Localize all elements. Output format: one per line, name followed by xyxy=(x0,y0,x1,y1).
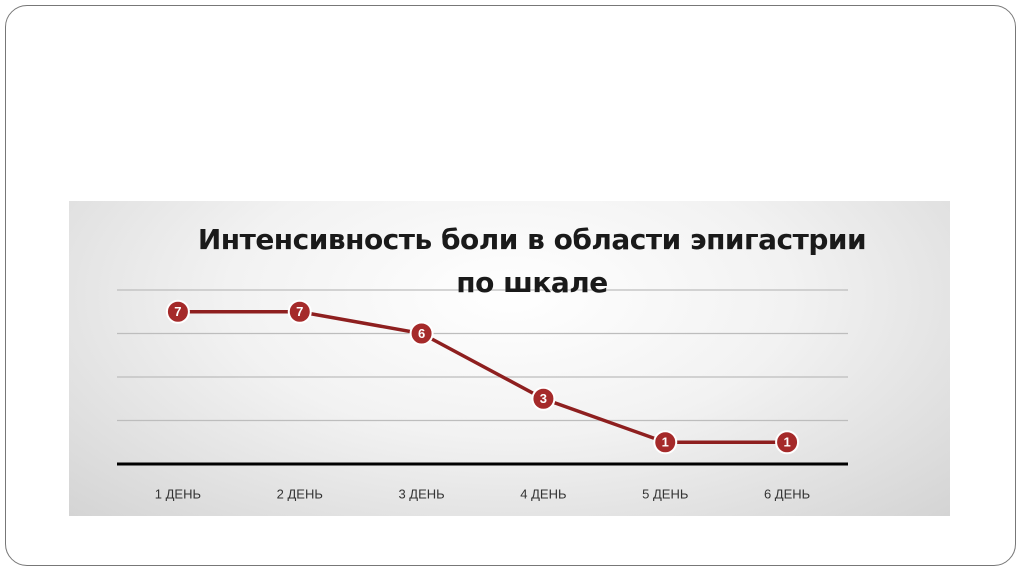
x-tick-label: 1 ДЕНЬ xyxy=(155,486,201,501)
data-point xyxy=(653,430,678,455)
data-label: 7 xyxy=(296,304,303,319)
data-label: 7 xyxy=(174,304,181,319)
x-tick-label: 4 ДЕНЬ xyxy=(520,486,566,501)
data-line xyxy=(177,310,788,444)
data-label: 6 xyxy=(418,326,425,341)
data-label: 3 xyxy=(540,391,547,406)
data-point xyxy=(531,386,556,411)
slide-frame xyxy=(5,5,1016,566)
data-point xyxy=(287,299,312,324)
data-point xyxy=(775,430,800,455)
x-tick-label: 3 ДЕНЬ xyxy=(398,486,444,501)
data-point xyxy=(165,299,190,324)
data-label: 1 xyxy=(662,435,669,450)
x-tick-label: 2 ДЕНЬ xyxy=(277,486,323,501)
data-point xyxy=(409,321,434,346)
x-tick-label: 5 ДЕНЬ xyxy=(642,486,688,501)
data-label: 1 xyxy=(783,435,790,450)
x-tick-label: 6 ДЕНЬ xyxy=(764,486,810,501)
chart-title: Интенсивность боли в области эпигастрии … xyxy=(197,223,867,299)
